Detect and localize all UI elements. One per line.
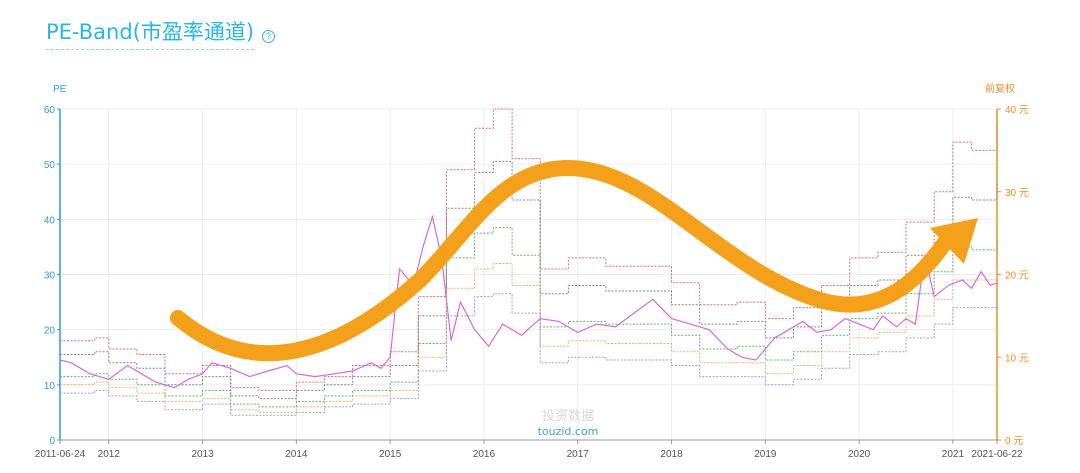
x-tick-label: 2012 (98, 449, 121, 460)
x-tick-label: 2013 (191, 449, 214, 460)
x-tick-label: 2015 (379, 449, 402, 460)
x-tick-label: 2011-06-24 (35, 449, 86, 460)
y-right-tick-label: 0 元 (1005, 436, 1023, 447)
y-right-tick-label: 20 元 (1005, 271, 1029, 282)
pe-band-line-5 (60, 293, 998, 416)
arrow-body (170, 159, 956, 362)
watermark: 投资数据 touzid.com (538, 408, 599, 438)
chart-title-block: PE-Band(市盈率通道) ? (46, 16, 276, 50)
watermark-line1: 投资数据 (542, 408, 594, 424)
question-circle-icon[interactable]: ? (262, 29, 276, 43)
pe-band-line-2 (60, 160, 998, 400)
x-tick-label: 2016 (473, 449, 496, 460)
pe-band-line-4 (60, 263, 998, 413)
y-right-tick-label: 30 元 (1005, 188, 1029, 199)
x-tick-label: 2019 (754, 449, 777, 460)
watermark-line2: touzid.com (538, 425, 599, 438)
y-left-tick-label: 50 (44, 160, 56, 171)
axes: 0 10 20 30 40 50 60 0 元 10 元 20 元 30 元 40 元 2011-06-… (35, 82, 1029, 460)
chart-title[interactable]: PE-Band(市盈率通道) (46, 16, 255, 50)
arrow-head (930, 218, 978, 264)
y-right-tick-label: 10 元 (1005, 353, 1029, 364)
pe-bands (60, 108, 998, 416)
pe-line (59, 214, 998, 389)
x-tick-label: 2021-06-22 (971, 449, 1023, 460)
trend-arrow (170, 159, 978, 362)
y-left-tick-label: 10 (44, 381, 56, 392)
y-right-tick-label: 40 元 (1005, 105, 1029, 116)
x-tick-label: 2018 (660, 449, 683, 460)
y-left-tick-label: 60 (44, 105, 56, 116)
x-tick-label: 2021 (942, 449, 965, 460)
y-left-tick-label: 0 (49, 436, 55, 447)
y-left-tick-label: 30 (44, 271, 56, 282)
y-left-tick-label: 20 (44, 326, 56, 337)
x-tick-label: 2017 (567, 449, 590, 460)
x-tick-label: 2020 (848, 449, 871, 460)
y-left-tick-label: 40 (44, 215, 56, 226)
y-left-axis-label: PE (53, 84, 67, 95)
x-tick-label: 2014 (285, 449, 308, 460)
pe-band-line-1 (60, 108, 998, 391)
grid-lines (60, 108, 997, 441)
y-right-axis-label: 前复权 (985, 82, 1015, 95)
pe-band-line-3 (60, 227, 998, 408)
pe-series (59, 214, 998, 389)
